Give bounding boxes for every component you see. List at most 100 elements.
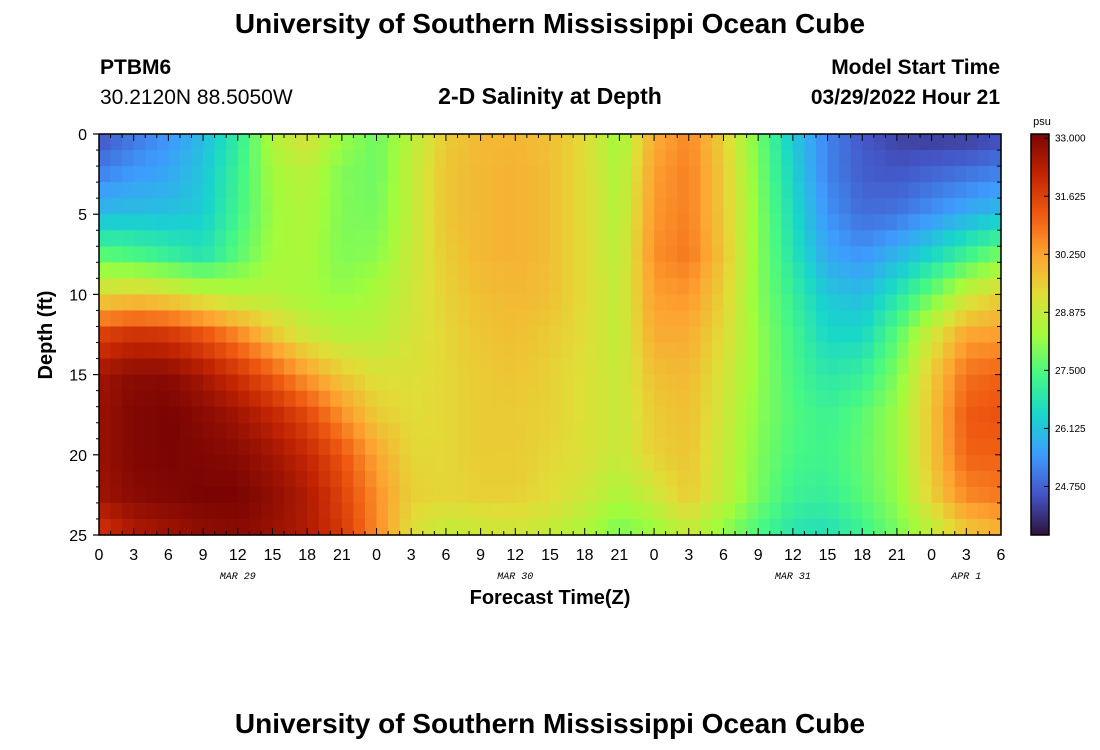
x-tick-label: 9 <box>476 547 485 564</box>
heatmap-cell <box>411 454 424 472</box>
heatmap-cell <box>156 214 169 231</box>
heatmap-cell <box>214 342 227 360</box>
heatmap-cell <box>677 262 690 279</box>
heatmap-cell <box>920 406 933 424</box>
heatmap-cell <box>284 182 297 199</box>
heatmap-cell <box>677 278 690 295</box>
heatmap-cell <box>526 278 540 295</box>
heatmap-cell <box>839 166 852 183</box>
heatmap-cell <box>249 166 262 183</box>
heatmap-cell <box>989 342 1002 360</box>
heatmap-cell <box>989 294 1002 312</box>
heatmap-cell <box>272 342 285 360</box>
heatmap-cell <box>156 486 169 504</box>
heatmap-cell <box>422 182 435 199</box>
colorbar: 33.00031.62530.25028.87527.50026.12524.7… <box>1030 133 1086 536</box>
heatmap-cell <box>515 470 528 488</box>
heatmap-cell <box>399 422 412 440</box>
heatmap-cell <box>908 342 921 360</box>
heatmap-cell <box>954 166 967 183</box>
heatmap-cell <box>711 278 725 295</box>
heatmap-cell <box>561 406 574 424</box>
heatmap-cell <box>133 454 146 472</box>
heatmap-cell <box>989 246 1002 263</box>
heatmap-cell <box>550 198 563 215</box>
heatmap-cell <box>457 422 470 440</box>
heatmap-cell <box>492 342 505 360</box>
heatmap-cell <box>642 454 655 472</box>
heatmap-cell <box>330 486 343 504</box>
heatmap-cell <box>619 470 632 488</box>
heatmap-cell <box>850 518 863 536</box>
heatmap-cell <box>445 246 459 263</box>
heatmap-cell <box>307 326 320 344</box>
heatmap-cell <box>630 166 644 183</box>
heatmap-cell <box>191 326 204 344</box>
heatmap-cell <box>457 198 470 215</box>
heatmap-cell <box>318 502 331 520</box>
x-tick-label: 12 <box>784 547 802 564</box>
heatmap-cell <box>607 470 620 488</box>
heatmap-cell <box>284 134 297 151</box>
heatmap-cell <box>272 486 285 504</box>
heatmap-cell <box>526 374 540 392</box>
heatmap-cell <box>515 438 528 456</box>
heatmap-cell <box>642 214 655 231</box>
heatmap-cell <box>573 502 586 520</box>
heatmap-cell <box>272 470 285 488</box>
x-tick-label: 9 <box>199 547 208 564</box>
heatmap-cell <box>746 326 759 344</box>
heatmap-cell <box>538 198 551 215</box>
heatmap-cell <box>364 294 378 312</box>
heatmap-cell <box>746 502 759 520</box>
heatmap-cell <box>249 486 262 504</box>
heatmap-cell <box>110 310 123 328</box>
heatmap-cell <box>364 166 378 183</box>
heatmap-cell <box>249 150 262 167</box>
heatmap-cell <box>977 150 991 167</box>
heatmap-cell <box>353 438 366 456</box>
heatmap-cell <box>931 454 944 472</box>
heatmap-cell <box>260 134 274 151</box>
heatmap-cell <box>515 326 528 344</box>
heatmap-cell <box>214 246 227 263</box>
heatmap-cell <box>584 294 597 312</box>
heatmap-cell <box>411 358 424 376</box>
heatmap-cell <box>330 294 343 312</box>
heatmap-cell <box>399 470 412 488</box>
heatmap-cell <box>966 230 979 247</box>
heatmap-cell <box>457 150 470 167</box>
heatmap-cell <box>249 470 262 488</box>
heatmap-cell <box>237 454 250 472</box>
heatmap-cell <box>399 246 412 263</box>
heatmap-cell <box>896 406 910 424</box>
heatmap-cell <box>353 470 366 488</box>
heatmap-cell <box>619 438 632 456</box>
heatmap-cell <box>492 358 505 376</box>
heatmap-cell <box>550 246 563 263</box>
heatmap-cell <box>191 454 204 472</box>
heatmap-cell <box>792 214 806 231</box>
heatmap-cell <box>885 438 898 456</box>
heatmap-cell <box>850 278 863 295</box>
heatmap-cell <box>480 326 493 344</box>
heatmap-cell <box>307 374 320 392</box>
heatmap-cell <box>954 326 967 344</box>
heatmap-cell <box>411 470 424 488</box>
heatmap-cell <box>457 246 470 263</box>
heatmap-cell <box>295 166 308 183</box>
heatmap-cell <box>457 214 470 231</box>
heatmap-cell <box>700 294 713 312</box>
heatmap-cell <box>746 470 759 488</box>
heatmap-cell <box>214 134 227 151</box>
heatmap-cell <box>168 406 181 424</box>
heatmap-cell <box>526 230 540 247</box>
heatmap-cell <box>526 134 540 151</box>
heatmap-cell <box>133 230 146 247</box>
heatmap-cell <box>654 262 667 279</box>
heatmap-cell <box>665 214 678 231</box>
heatmap-cell <box>191 406 204 424</box>
heatmap-cell <box>133 486 146 504</box>
heatmap-cell <box>503 486 516 504</box>
heatmap-cell <box>584 198 597 215</box>
